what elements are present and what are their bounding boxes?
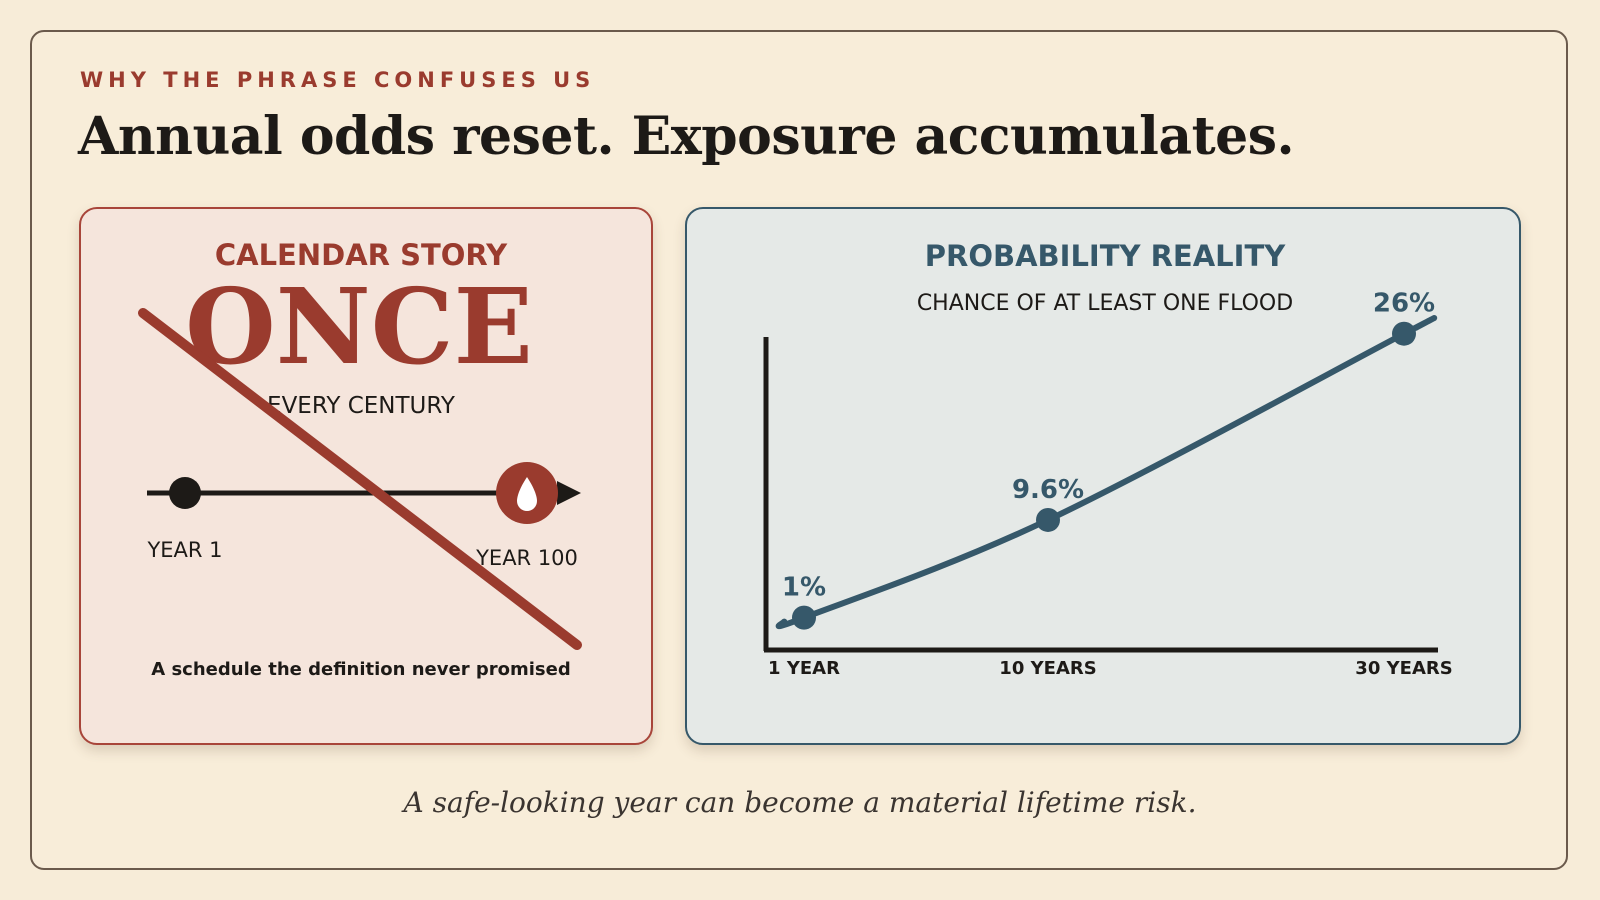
kicker: WHY THE PHRASE CONFUSES US <box>80 68 596 92</box>
x-tick-label-3: 30 YEARS <box>1355 658 1452 679</box>
data-label-3: 26% <box>1373 289 1435 319</box>
footer-caption: A safe-looking year can become a materia… <box>403 786 1197 819</box>
x-tick-label-1: 1 YEAR <box>768 658 840 679</box>
data-point-2 <box>1036 507 1060 532</box>
data-point-1 <box>792 605 816 630</box>
data-point-3 <box>1392 321 1416 346</box>
timeline-start-label: YEAR 1 <box>146 538 222 562</box>
data-label-2: 9.6% <box>1012 475 1084 505</box>
calendar-story-graphic: CALENDAR STORY ONCE EVERY CENTURY YEAR 1… <box>138 238 582 680</box>
series-line <box>775 315 1437 630</box>
calendar-story-title: CALENDAR STORY <box>215 238 508 272</box>
data-label-1: 1% <box>782 573 826 603</box>
probability-reality-title: PROBABILITY REALITY <box>925 239 1286 273</box>
timeline-end-label: YEAR 100 <box>475 546 578 570</box>
probability-reality-panel: PROBABILITY REALITY CHANCE OF AT LEAST O… <box>685 207 1521 745</box>
timeline-start-dot <box>169 477 201 509</box>
calendar-story-caption: A schedule the definition never promised <box>151 659 570 680</box>
flood-probability-chart: PROBABILITY REALITY CHANCE OF AT LEAST O… <box>763 239 1453 679</box>
headline: Annual odds reset. Exposure accumulates. <box>78 106 1295 167</box>
every-century-label: EVERY CENTURY <box>267 393 456 419</box>
water-drop-icon <box>496 462 558 524</box>
strike-through-line <box>138 308 582 650</box>
x-tick-label-2: 10 YEARS <box>999 658 1096 679</box>
once-big-word: ONCE <box>185 265 533 388</box>
calendar-story-panel: CALENDAR STORY ONCE EVERY CENTURY YEAR 1… <box>79 207 653 745</box>
timeline-arrow-icon <box>557 481 581 505</box>
chart-subtitle: CHANCE OF AT LEAST ONE FLOOD <box>917 291 1293 316</box>
